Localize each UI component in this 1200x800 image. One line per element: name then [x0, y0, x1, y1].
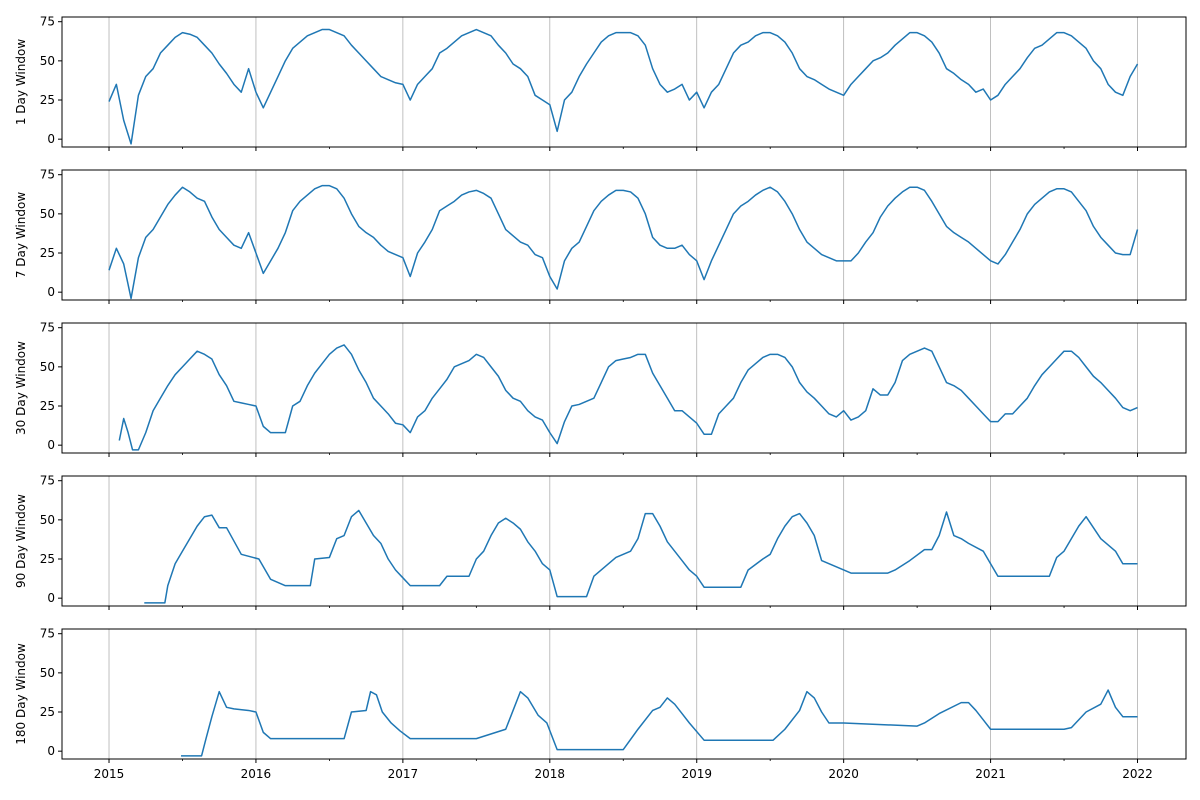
y-axis-label: 180 Day Window	[14, 643, 28, 745]
y-axis-label: 90 Day Window	[14, 494, 28, 588]
y-tick-label: 75	[40, 15, 55, 29]
series-line	[144, 509, 1138, 604]
y-tick-label: 0	[47, 591, 55, 605]
y-tick-label: 75	[40, 321, 55, 335]
y-tick-label: 25	[40, 552, 55, 566]
y-axis-label: 30 Day Window	[14, 341, 28, 435]
y-tick-label: 0	[47, 285, 55, 299]
x-tick-label: 2019	[681, 767, 712, 781]
y-tick-label: 75	[40, 168, 55, 182]
x-tick-label: 2018	[535, 767, 566, 781]
y-tick-label: 25	[40, 93, 55, 107]
x-tick-label: 2020	[828, 767, 859, 781]
y-tick-label: 0	[47, 132, 55, 146]
y-tick-label: 25	[40, 705, 55, 719]
axes-frame	[61, 475, 1187, 607]
axes-frame	[61, 628, 1187, 760]
y-tick-label: 75	[40, 627, 55, 641]
panel-2: 0 25 50 75 7 Day Window	[14, 168, 1187, 304]
y-tick-label: 50	[40, 360, 55, 374]
y-tick-label: 50	[40, 54, 55, 68]
x-tick-label: 2015	[94, 767, 125, 781]
y-tick-label: 75	[40, 474, 55, 488]
series-line	[108, 28, 1139, 145]
y-tick-label: 0	[47, 438, 55, 452]
panel-5: 0 25 50 75 2015 2016 2017 2018 2019 2020 2021 2022 1…	[14, 627, 1187, 781]
axes-frame	[61, 322, 1187, 454]
x-tick-label: 2016	[241, 767, 272, 781]
panel-4: 0 25 50 75 90 Day Window	[14, 474, 1187, 610]
y-tick-label: 50	[40, 207, 55, 221]
axes-frame	[61, 16, 1187, 148]
y-axis-label: 7 Day Window	[14, 192, 28, 278]
series-line	[181, 689, 1138, 757]
panel-1: 0 25 50 75 1 Day Window	[14, 15, 1187, 151]
series-line	[118, 344, 1138, 451]
panel-3: 0 25 50 75 30 Day Window	[14, 321, 1187, 457]
x-tick-label: 2021	[975, 767, 1006, 781]
series-line	[108, 184, 1139, 300]
y-tick-label: 0	[47, 744, 55, 758]
y-axis-label: 1 Day Window	[14, 39, 28, 125]
axes-frame	[61, 169, 1187, 301]
y-tick-label: 50	[40, 666, 55, 680]
x-tick-label: 2017	[388, 767, 419, 781]
y-tick-label: 25	[40, 246, 55, 260]
y-tick-label: 25	[40, 399, 55, 413]
x-tick-label: 2022	[1122, 767, 1153, 781]
y-tick-label: 50	[40, 513, 55, 527]
